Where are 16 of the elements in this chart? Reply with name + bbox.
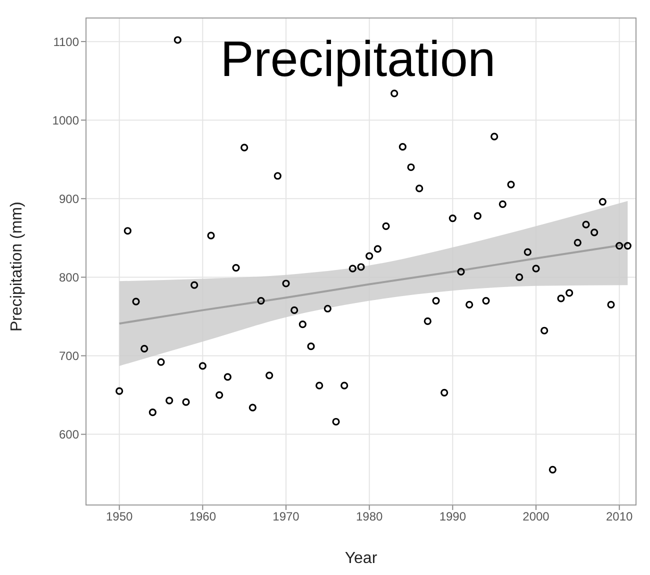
y-tick-label: 800 — [58, 270, 80, 284]
y-tick-label: 700 — [58, 349, 80, 364]
y-tick-label: 1000 — [52, 113, 80, 128]
x-axis-title: Year — [344, 550, 378, 567]
x-tick-label: 2000 — [522, 510, 550, 524]
y-tick-label: 600 — [58, 428, 80, 442]
chart-title: Precipitation — [220, 31, 496, 87]
x-tick-label: 1980 — [356, 510, 384, 524]
y-tick-label: 1100 — [53, 34, 80, 49]
x-tick-label: 1960 — [189, 510, 216, 524]
x-tick-label: 1970 — [272, 510, 300, 524]
x-tick-label: 1950 — [106, 510, 134, 524]
x-tick-label: 1990 — [439, 510, 466, 524]
y-tick-label: 900 — [58, 192, 80, 206]
y-axis-title: Precipitation (mm) — [8, 202, 26, 332]
x-tick-label: 2010 — [606, 510, 634, 524]
